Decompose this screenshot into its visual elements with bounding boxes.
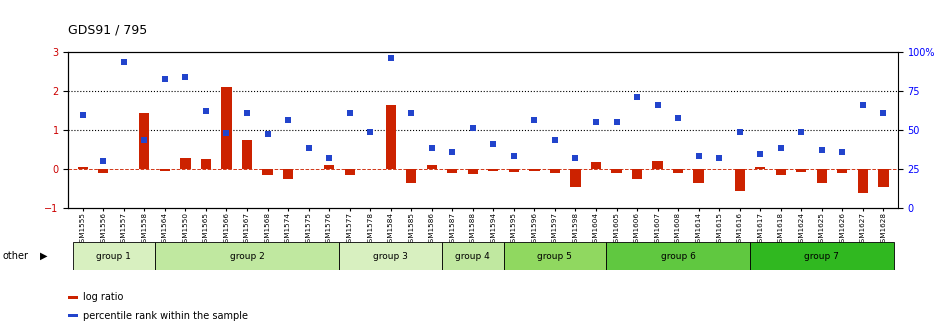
- Bar: [200, 159, 211, 169]
- Bar: [386, 105, 396, 169]
- Bar: [345, 169, 354, 175]
- Point: [773, 145, 788, 151]
- Text: group 6: group 6: [660, 252, 695, 261]
- Bar: [467, 169, 478, 174]
- Text: group 3: group 3: [373, 252, 408, 261]
- Point: [75, 112, 90, 117]
- Text: percentile rank within the sample: percentile rank within the sample: [83, 311, 248, 321]
- Bar: [339, 242, 442, 270]
- Bar: [504, 242, 606, 270]
- Bar: [221, 87, 232, 169]
- Bar: [817, 169, 826, 183]
- Point: [178, 75, 193, 80]
- Point: [752, 151, 768, 156]
- Point: [260, 131, 276, 137]
- Bar: [180, 158, 191, 169]
- Text: GDS91 / 795: GDS91 / 795: [68, 24, 147, 37]
- Bar: [837, 169, 847, 173]
- Bar: [442, 242, 504, 270]
- Bar: [612, 169, 621, 173]
- Bar: [878, 169, 888, 187]
- Bar: [488, 169, 499, 171]
- Text: log ratio: log ratio: [83, 292, 123, 302]
- Bar: [406, 169, 416, 183]
- Point: [609, 120, 624, 125]
- Bar: [796, 169, 807, 172]
- Bar: [160, 169, 170, 171]
- Bar: [591, 162, 601, 169]
- Point: [301, 145, 316, 151]
- Point: [96, 159, 111, 164]
- Bar: [673, 169, 683, 173]
- Point: [588, 120, 603, 125]
- Point: [485, 141, 501, 146]
- Bar: [550, 169, 560, 173]
- Bar: [78, 167, 88, 169]
- Bar: [72, 242, 155, 270]
- Point: [712, 155, 727, 160]
- Point: [199, 108, 214, 113]
- Point: [568, 155, 583, 160]
- Point: [445, 149, 460, 154]
- Bar: [750, 242, 894, 270]
- Point: [876, 110, 891, 115]
- Point: [814, 147, 829, 153]
- Point: [732, 129, 748, 135]
- Point: [342, 110, 357, 115]
- Text: group 5: group 5: [538, 252, 572, 261]
- Bar: [283, 169, 294, 179]
- Point: [239, 111, 255, 116]
- Point: [466, 126, 481, 131]
- Text: group 2: group 2: [230, 252, 264, 261]
- Bar: [242, 140, 252, 169]
- Point: [218, 130, 234, 136]
- Bar: [155, 242, 339, 270]
- Point: [424, 145, 439, 151]
- Bar: [529, 169, 540, 171]
- Bar: [632, 169, 642, 179]
- Bar: [775, 169, 786, 175]
- Text: ▶: ▶: [40, 251, 48, 261]
- Point: [280, 118, 295, 123]
- Point: [383, 55, 398, 60]
- Bar: [262, 169, 273, 175]
- Bar: [140, 113, 149, 169]
- Point: [547, 137, 562, 143]
- Bar: [653, 161, 663, 169]
- Point: [321, 155, 336, 160]
- Point: [137, 137, 152, 143]
- Point: [506, 153, 522, 158]
- Bar: [858, 169, 868, 193]
- Point: [527, 118, 542, 123]
- Bar: [98, 169, 108, 173]
- Point: [650, 102, 665, 108]
- Point: [116, 59, 131, 65]
- Point: [793, 129, 808, 135]
- Bar: [509, 169, 519, 172]
- Text: group 4: group 4: [455, 252, 490, 261]
- Point: [630, 94, 645, 100]
- Point: [404, 110, 419, 115]
- Text: group 1: group 1: [96, 252, 131, 261]
- Bar: [694, 169, 704, 183]
- Point: [855, 102, 870, 108]
- Bar: [755, 167, 766, 169]
- Bar: [734, 169, 745, 191]
- Bar: [606, 242, 750, 270]
- Point: [363, 129, 378, 135]
- Bar: [570, 169, 580, 187]
- Bar: [447, 169, 457, 173]
- Text: other: other: [3, 251, 28, 261]
- Bar: [324, 165, 334, 169]
- Bar: [427, 165, 437, 169]
- Point: [158, 77, 173, 82]
- Text: group 7: group 7: [805, 252, 839, 261]
- Point: [835, 149, 850, 154]
- Point: [671, 116, 686, 121]
- Point: [691, 153, 706, 158]
